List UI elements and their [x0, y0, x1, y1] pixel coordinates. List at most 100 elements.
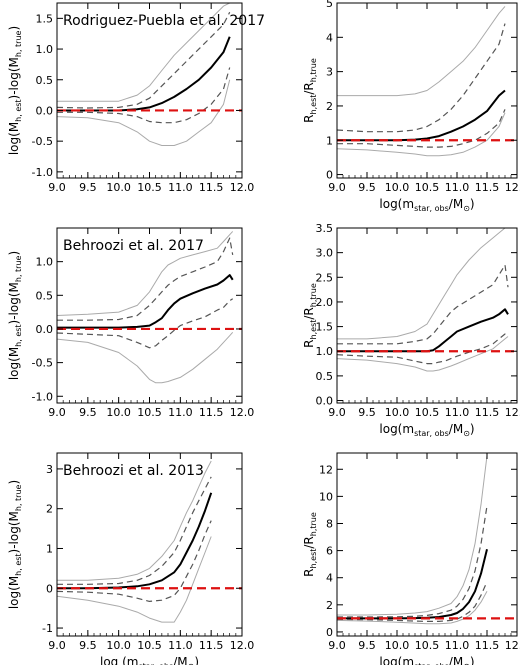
y-axis-label-part: h, est — [14, 324, 23, 346]
x-tick-label: 9.0 — [328, 406, 346, 419]
panel-4: 9.0 9.5 10.0 10.5 11.0 11.5 12.0 0.0 0.5 1.0 1.5 2.… — [302, 222, 520, 438]
x-tick-label: 12.0 — [230, 406, 255, 419]
y-tick-label: 4 — [326, 31, 333, 44]
y-axis-label-part: /R — [302, 82, 316, 94]
series-line-outer-upper — [337, 6, 506, 97]
y-tick-label: 5 — [326, 0, 333, 10]
x-tick-label: 9.0 — [328, 181, 346, 194]
x-tick-label: 11.0 — [168, 639, 193, 652]
series-line-median — [57, 274, 234, 329]
x-axis-label: log(mstar, obs/M⊙) — [379, 197, 474, 213]
panel-title: Behroozi et al. 2017 — [63, 238, 204, 254]
series-line-inner-lower — [337, 109, 506, 148]
x-axis-label-part: ⊙ — [463, 204, 470, 213]
x-tick-label: 10.0 — [106, 181, 131, 194]
plot-area — [337, 228, 517, 372]
series-line-inner-upper — [337, 264, 509, 345]
x-tick-label: 9.5 — [79, 406, 97, 419]
y-tick-label: -0.5 — [32, 135, 53, 148]
y-tick-label: 1.0 — [36, 43, 54, 56]
series-line-outer-upper — [57, 3, 230, 102]
x-axis-label-part: log (m — [100, 655, 138, 665]
x-tick-label: 9.0 — [328, 639, 346, 652]
series-line-median — [337, 308, 509, 353]
y-axis-label-part: ) — [7, 26, 21, 31]
series-line-outer-lower — [337, 336, 509, 372]
series-line-inner-upper — [337, 23, 506, 133]
x-tick-label: 11.0 — [168, 406, 193, 419]
x-tick-label: 10.0 — [385, 181, 410, 194]
x-axis-label-part: ⊙ — [188, 662, 195, 665]
x-tick-label: 10.0 — [385, 406, 410, 419]
axes-frame — [56, 227, 243, 404]
y-axis-label-part: h, est — [14, 553, 23, 575]
y-tick-label: 3.0 — [316, 247, 334, 260]
panel-5: 9.0 9.5 10.0 10.5 11.0 11.5 12.0 -1 0 1 2 3 Behroozi… — [7, 452, 254, 665]
x-axis-label-part: star, obs — [138, 662, 173, 665]
x-tick-label: 9.5 — [358, 406, 376, 419]
panel-2: 9.0 9.5 10.0 10.5 11.0 11.5 12.0 0 1 2 3 4 5 Rh,est/R… — [302, 0, 520, 213]
series-line-outer-upper — [337, 455, 488, 616]
series-line-median — [337, 548, 488, 620]
x-axis-label: log(mstar, obs/M⊙) — [379, 422, 474, 438]
series-line-inner-lower — [337, 581, 488, 623]
panel-6: 9.0 9.5 10.0 10.5 11.0 11.5 12.0 0 2 4 6 8 10 12 Rh,es… — [302, 452, 520, 665]
series-line-outer-lower — [57, 536, 212, 623]
y-axis-label-part: h,est — [309, 320, 318, 340]
x-axis-label-part: /M — [449, 655, 463, 665]
y-tick-label: 6 — [326, 545, 333, 558]
y-tick-label: 4 — [326, 572, 333, 585]
plot-area — [57, 3, 242, 146]
series-line-inner-upper — [57, 11, 231, 109]
axes-frame — [56, 2, 243, 179]
x-tick-label: 9.5 — [358, 639, 376, 652]
y-tick-label: 1.5 — [36, 12, 54, 25]
x-tick-label: 10.5 — [137, 639, 162, 652]
y-axis-label-part: h, est — [14, 99, 23, 121]
x-tick-label: 11.5 — [199, 181, 224, 194]
series-line-inner-upper — [57, 237, 234, 321]
plot-area — [337, 455, 517, 625]
y-tick-label: -0.5 — [32, 357, 53, 370]
series-line-inner-lower — [57, 298, 234, 349]
axes-frame — [336, 452, 518, 637]
x-tick-label: 9.0 — [48, 406, 66, 419]
x-axis-label-part: star, obs — [414, 429, 449, 438]
series-line-outer-lower — [57, 331, 234, 384]
y-axis-label-part: log(M — [7, 122, 21, 155]
y-axis-label-part: R — [302, 568, 316, 576]
y-tick-label: 3.5 — [316, 222, 334, 235]
y-tick-label: 1.5 — [316, 321, 334, 334]
y-axis-label-part: R — [302, 339, 316, 347]
panel-3: 9.0 9.5 10.0 10.5 11.0 11.5 12.0 -1.0 -0.5 0.0 0.5… — [7, 227, 255, 419]
y-axis-label-part: h, true — [14, 30, 23, 57]
plot-area — [337, 6, 517, 157]
x-axis-label: log (mstar, obs/M⊙) — [100, 655, 199, 665]
x-axis-label-part: ) — [194, 655, 199, 665]
series-line-inner-lower — [57, 67, 231, 124]
y-tick-label: 1.0 — [316, 345, 334, 358]
y-tick-label: 1.0 — [36, 256, 54, 269]
axes-frame — [56, 452, 243, 637]
x-axis-label-part: log(m — [379, 197, 414, 211]
x-tick-label: 11.5 — [475, 181, 500, 194]
y-axis-label-part: R — [302, 114, 316, 122]
series-line-median — [337, 89, 506, 142]
x-axis-label-part: ⊙ — [463, 429, 470, 438]
panel-title: Behroozi et al. 2013 — [63, 463, 204, 479]
y-tick-label: 2 — [326, 100, 333, 113]
y-tick-label: 2 — [326, 599, 333, 612]
series-line-outer-lower — [337, 591, 488, 625]
series-line-outer-upper — [337, 228, 508, 340]
x-axis-label-part: ) — [470, 422, 475, 436]
y-tick-label: 3 — [46, 463, 53, 476]
x-tick-label: 10.5 — [137, 406, 162, 419]
series-line-outer-lower — [57, 79, 231, 146]
y-tick-label: 3 — [326, 66, 333, 79]
y-tick-label: 0.0 — [36, 104, 54, 117]
y-tick-label: -1 — [42, 622, 53, 635]
y-axis-label-part: log(M — [7, 576, 21, 609]
y-tick-label: 0.0 — [316, 395, 334, 408]
y-tick-label: 0.5 — [316, 370, 334, 383]
x-tick-label: 9.0 — [48, 181, 66, 194]
